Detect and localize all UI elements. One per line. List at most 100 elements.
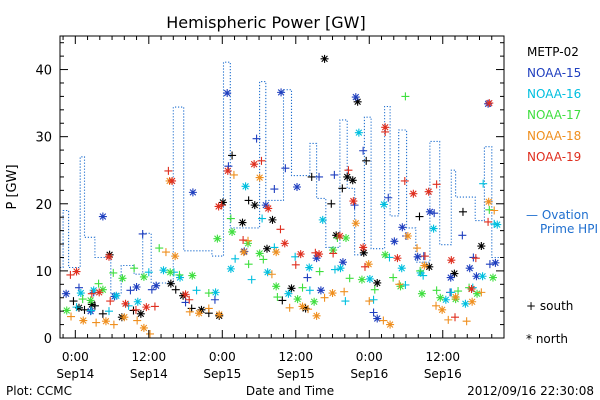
point-north-metp-02-14 xyxy=(287,284,296,293)
point-south-noaa-18-20 xyxy=(444,315,453,324)
point-north-noaa-18-13 xyxy=(328,289,337,298)
point-south-noaa-17-15 xyxy=(370,285,379,294)
point-south-metp-02-9 xyxy=(244,196,253,205)
point-south-noaa-19-2 xyxy=(106,297,115,306)
point-north-noaa-16-20 xyxy=(441,295,450,304)
point-north-noaa-18-12 xyxy=(312,311,321,320)
marker-legend-north: * north xyxy=(526,332,568,346)
point-south-noaa-17-1 xyxy=(94,279,103,288)
point-north-noaa-19-6 xyxy=(181,290,190,299)
point-south-noaa-18-9 xyxy=(244,236,253,245)
point-north-noaa-18-10 xyxy=(272,248,281,257)
point-north-noaa-16-7 xyxy=(226,264,235,273)
point-north-noaa-15-5 xyxy=(152,281,161,290)
point-north-noaa-15-17 xyxy=(390,237,399,246)
point-south-noaa-18-3 xyxy=(133,316,142,325)
point-south-noaa-15-4 xyxy=(147,285,156,294)
point-north-metp-02-7 xyxy=(197,305,206,314)
point-south-noaa-16-8 xyxy=(247,275,256,284)
point-south-noaa-18-14 xyxy=(340,287,349,296)
ovation-legend-line2: Prime HPI xyxy=(540,222,598,236)
point-north-noaa-18-2 xyxy=(120,313,129,322)
legend-noaa-19: NOAA-19 xyxy=(527,150,581,164)
point-north-noaa-16-15 xyxy=(365,274,374,283)
point-south-noaa-16-19 xyxy=(447,288,456,297)
series-noaa-15 xyxy=(62,88,500,323)
point-south-noaa-18-22 xyxy=(477,288,486,297)
point-south-noaa-15-16 xyxy=(369,308,378,317)
point-south-noaa-15-0 xyxy=(74,283,83,292)
point-south-noaa-16-13 xyxy=(330,265,339,274)
y-axis-label: P [GW] xyxy=(5,164,20,209)
point-south-noaa-16-1 xyxy=(87,306,96,315)
y-tick-label: 10 xyxy=(35,265,52,280)
point-south-noaa-18-8 xyxy=(229,170,238,179)
point-south-noaa-15-6 xyxy=(210,295,219,304)
point-north-noaa-18-8 xyxy=(239,248,248,257)
point-south-metp-02-5 xyxy=(171,285,180,294)
point-north-noaa-15-21 xyxy=(446,273,455,282)
point-north-noaa-18-15 xyxy=(364,260,373,269)
point-north-noaa-15-22 xyxy=(465,264,474,273)
point-north-noaa-18-6 xyxy=(195,309,204,318)
point-south-noaa-16-2 xyxy=(104,307,113,316)
x-tick-time-label: 12:00 xyxy=(425,350,460,364)
point-north-noaa-15-14 xyxy=(338,258,347,267)
point-north-metp-02-20 xyxy=(353,97,362,106)
point-south-noaa-19-8 xyxy=(239,236,248,245)
point-south-noaa-15-22 xyxy=(458,231,467,240)
point-north-noaa-15-20 xyxy=(425,207,434,216)
x-tick-time-label: 0:00 xyxy=(62,350,89,364)
point-north-noaa-16-6 xyxy=(211,288,220,297)
point-north-metp-02-12 xyxy=(262,244,271,253)
point-north-noaa-19-8 xyxy=(223,166,232,175)
point-south-noaa-19-22 xyxy=(484,217,493,226)
point-south-noaa-15-12 xyxy=(315,172,324,181)
point-north-noaa-16-0 xyxy=(76,289,85,298)
x-tick-time-label: 0:00 xyxy=(356,350,383,364)
point-north-noaa-19-17 xyxy=(381,123,390,132)
point-north-noaa-16-10 xyxy=(284,289,293,298)
point-south-metp-02-12 xyxy=(327,199,336,208)
point-south-noaa-18-0 xyxy=(67,312,76,321)
point-north-noaa-17-17 xyxy=(381,250,390,259)
point-north-noaa-19-23 xyxy=(485,99,494,108)
point-north-noaa-15-0 xyxy=(62,289,71,298)
point-south-noaa-17-2 xyxy=(109,268,118,277)
ovation-hpi-line xyxy=(60,61,504,295)
point-north-metp-02-25 xyxy=(477,242,486,251)
point-north-noaa-19-9 xyxy=(250,160,259,169)
point-south-noaa-17-17 xyxy=(401,92,410,101)
point-south-noaa-15-13 xyxy=(330,170,339,179)
point-south-noaa-16-6 xyxy=(192,286,201,295)
point-north-noaa-17-4 xyxy=(139,272,148,281)
point-north-noaa-15-1 xyxy=(86,307,95,316)
point-south-noaa-18-18 xyxy=(413,244,422,253)
points-layer xyxy=(62,54,502,338)
point-north-metp-02-2 xyxy=(105,250,114,259)
legend-metp-02: METP-02 xyxy=(527,45,579,59)
point-north-noaa-16-13 xyxy=(336,264,345,273)
point-south-noaa-19-9 xyxy=(257,156,266,165)
point-south-noaa-15-8 xyxy=(252,134,261,143)
point-south-noaa-19-21 xyxy=(471,254,480,263)
point-north-metp-02-1 xyxy=(87,300,96,309)
ovation-layer xyxy=(60,61,504,295)
point-north-noaa-15-12 xyxy=(312,254,321,263)
point-south-noaa-19-13 xyxy=(329,249,338,258)
point-south-noaa-17-18 xyxy=(416,266,425,275)
point-north-metp-02-13 xyxy=(268,215,277,224)
point-south-noaa-15-10 xyxy=(281,164,290,173)
point-south-noaa-18-10 xyxy=(267,270,276,279)
legend-noaa-18: NOAA-18 xyxy=(527,129,581,143)
point-south-noaa-17-6 xyxy=(204,289,213,298)
point-south-noaa-18-19 xyxy=(432,301,441,310)
point-north-metp-02-15 xyxy=(301,304,310,313)
series-noaa-18 xyxy=(67,170,499,338)
point-south-noaa-18-6 xyxy=(185,307,194,316)
x-tick-time-label: 12:00 xyxy=(132,350,167,364)
point-south-noaa-19-0 xyxy=(66,270,75,279)
point-north-noaa-18-0 xyxy=(79,316,88,325)
point-south-noaa-18-16 xyxy=(379,316,388,325)
